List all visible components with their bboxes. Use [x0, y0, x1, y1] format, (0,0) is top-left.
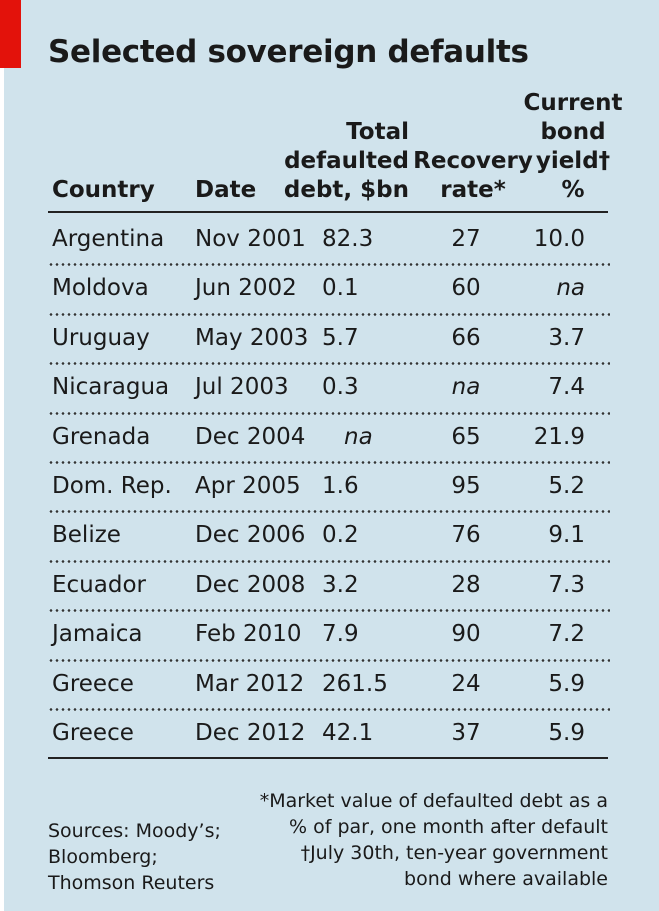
cell-recovery: 37	[451, 720, 481, 746]
table-row: Dom. Rep. Apr 2005 1.6 95 5.2	[0, 463, 659, 512]
header-yield: Current bond yield†%	[523, 90, 623, 203]
cell-recovery: 65	[451, 423, 481, 450]
table-row: Uruguay May 2003 5.7 66 3.7	[0, 315, 659, 364]
cell-yield: na	[556, 275, 585, 302]
table-row: Nicaragua Jul 2003 0.3 na 7.4	[0, 364, 659, 413]
row-divider	[48, 658, 610, 662]
cell-debt: 1.6	[322, 473, 359, 499]
accent-bar	[0, 0, 21, 68]
cell-recovery: 90	[451, 621, 481, 648]
cell-date: Apr 2005	[195, 473, 301, 499]
bottom-rule	[48, 757, 608, 759]
cell-recovery: 27	[451, 226, 481, 252]
header-rule	[48, 211, 608, 213]
sources: Sources: Moody’s; Bloomberg; Thomson Reu…	[48, 818, 221, 896]
row-divider	[48, 510, 610, 514]
cell-debt: na	[344, 423, 373, 450]
source-line: Sources: Moody’s;	[48, 820, 221, 842]
cell-yield: 7.4	[548, 374, 585, 401]
cell-date: Nov 2001	[195, 226, 306, 252]
cell-yield: 5.9	[548, 670, 585, 697]
cell-country: Dom. Rep.	[52, 473, 172, 499]
cell-country: Jamaica	[52, 621, 143, 648]
table-row: Jamaica Feb 2010 7.9 90 7.2	[0, 611, 659, 660]
cell-debt: 5.7	[322, 324, 359, 351]
cell-debt: 82.3	[322, 226, 374, 252]
footnote-line: *Market value of defaulted debt as a	[259, 790, 608, 812]
footnote-line: bond where available	[404, 868, 608, 890]
cell-yield: 5.9	[548, 720, 585, 746]
table-row: Greece Dec 2012 42.1 37 5.9	[0, 710, 659, 759]
row-divider	[48, 461, 610, 464]
cell-country: Ecuador	[52, 571, 146, 598]
row-divider	[48, 312, 610, 316]
cell-yield: 7.3	[548, 571, 585, 598]
cell-country: Belize	[52, 522, 121, 549]
footnote-line: †July 30th, ten-year government	[300, 842, 608, 864]
cell-recovery: 66	[451, 324, 481, 351]
row-divider	[48, 559, 610, 563]
table-row: Ecuador Dec 2008 3.2 28 7.3	[0, 562, 659, 611]
footnote-line: % of par, one month after default	[289, 816, 608, 838]
chart-title: Selected sovereign defaults	[48, 34, 529, 70]
cell-yield: 7.2	[548, 621, 585, 648]
cell-country: Argentina	[52, 226, 165, 252]
cell-recovery: 60	[451, 275, 481, 302]
cell-recovery: 95	[451, 473, 481, 499]
cell-country: Moldova	[52, 275, 149, 302]
cell-yield: 9.1	[548, 522, 585, 549]
header-date: Date	[195, 177, 257, 203]
cell-recovery: na	[451, 374, 481, 401]
row-divider	[48, 362, 610, 366]
chart-card	[4, 0, 659, 911]
cell-date: Jun 2002	[195, 275, 297, 302]
cell-recovery: 24	[451, 670, 481, 697]
cell-country: Uruguay	[52, 324, 150, 351]
cell-date: Dec 2008	[195, 571, 306, 598]
cell-recovery: 28	[451, 571, 481, 598]
source-line: Thomson Reuters	[48, 872, 215, 894]
cell-yield: 3.7	[548, 324, 585, 351]
source-line: Bloomberg;	[48, 846, 158, 868]
cell-date: Mar 2012	[195, 670, 305, 697]
cell-country: Nicaragua	[52, 374, 170, 401]
cell-date: Dec 2004	[195, 423, 306, 450]
row-divider	[48, 708, 610, 711]
table-row: Grenada Dec 2004 na 65 21.9	[0, 414, 659, 463]
cell-country: Greece	[52, 670, 134, 697]
table-row: Argentina Nov 2001 82.3 27 10.0	[0, 216, 659, 265]
cell-debt: 7.9	[322, 621, 359, 648]
table-row: Moldova Jun 2002 0.1 60 na	[0, 265, 659, 314]
cell-yield: 21.9	[533, 423, 585, 450]
cell-country: Grenada	[52, 423, 151, 450]
cell-debt: 42.1	[322, 720, 374, 746]
cell-date: May 2003	[195, 324, 309, 351]
table-row: Greece Mar 2012 261.5 24 5.9	[0, 661, 659, 710]
cell-date: Dec 2012	[195, 720, 306, 746]
row-divider	[48, 609, 610, 613]
row-divider	[48, 263, 610, 267]
cell-date: Jul 2003	[195, 374, 289, 401]
cell-yield: 5.2	[548, 473, 585, 499]
cell-debt: 3.2	[322, 571, 359, 598]
row-divider	[48, 411, 610, 415]
cell-date: Dec 2006	[195, 522, 306, 549]
cell-debt: 0.2	[322, 522, 359, 549]
cell-debt: 0.1	[322, 275, 359, 302]
header-debt: Total defaulted debt, $bn	[283, 119, 409, 203]
cell-debt: 261.5	[322, 670, 388, 697]
cell-recovery: 76	[451, 522, 481, 549]
header-country: Country	[52, 177, 155, 203]
footnotes: *Market value of defaulted debt as a % o…	[260, 788, 608, 892]
table-row: Belize Dec 2006 0.2 76 9.1	[0, 512, 659, 561]
cell-date: Feb 2010	[195, 621, 302, 648]
cell-debt: 0.3	[322, 374, 359, 401]
cell-country: Greece	[52, 720, 134, 746]
cell-yield: 10.0	[533, 226, 585, 252]
header-recovery: Recovery rate*	[413, 148, 533, 203]
